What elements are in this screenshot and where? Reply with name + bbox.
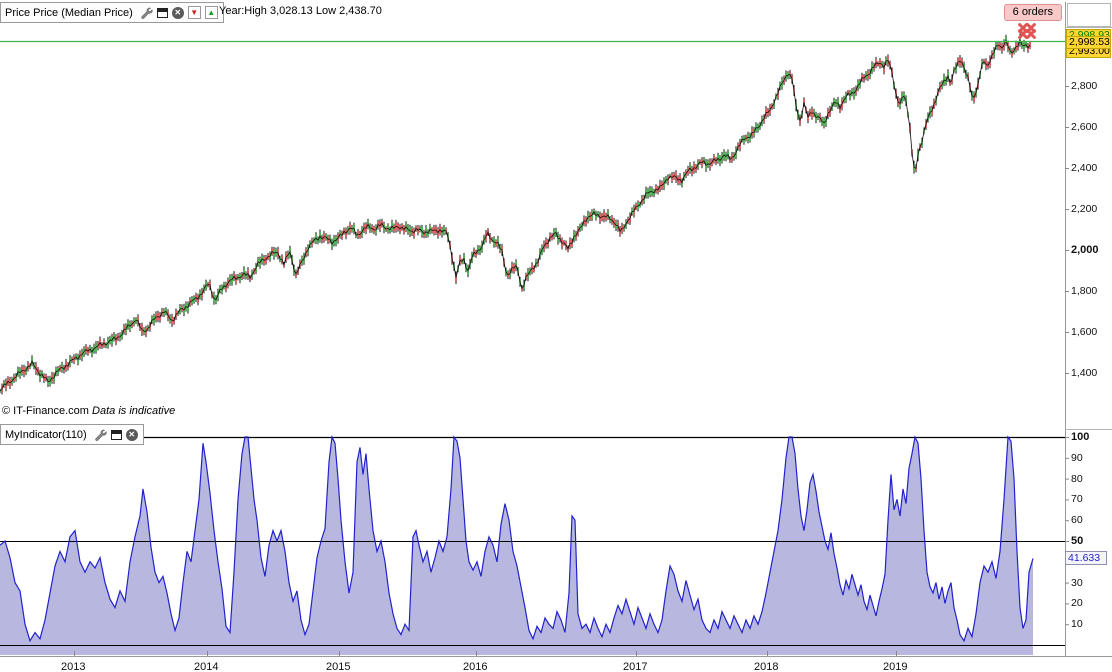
order-marker-icon[interactable] [1018, 23, 1036, 39]
year-label: 2013 [61, 661, 86, 672]
wrench-icon[interactable] [93, 428, 107, 442]
candle-wicks [0, 33, 1031, 395]
year-label: 2014 [194, 661, 219, 672]
price-tag-current: 2,998.53 [1066, 36, 1111, 49]
price-tick-label: 1,600 [1071, 326, 1098, 338]
copyright-text: © IT-Finance.com Data is indicative [2, 405, 175, 417]
indicator-tick-label: 80 [1071, 472, 1083, 485]
year-high-low-summary: Year:High 3,028.13 Low 2,438.70 [219, 5, 382, 17]
indicator-value-tag: 41.633 [1065, 551, 1107, 565]
indicator-line [0, 434, 1034, 643]
close-icon[interactable]: ✕ [125, 428, 138, 441]
price-tick-label: 2,800 [1071, 80, 1098, 92]
green-up-arrow-icon[interactable]: ▲ [204, 6, 218, 19]
close-icon[interactable]: ✕ [171, 6, 184, 19]
indicator-pane-header[interactable]: MyIndicator(110) ✕ [0, 424, 144, 445]
year-label: 2015 [326, 661, 351, 672]
indicator-tick-label: 60 [1071, 514, 1083, 527]
candle-bodies-up [0, 36, 1027, 393]
price-pane-title: Price Price (Median Price) [5, 6, 133, 19]
window-icon[interactable] [156, 7, 168, 18]
copyright-note: Data is indicative [92, 405, 176, 417]
candle-bodies-down [1, 41, 1031, 393]
window-icon[interactable] [110, 429, 122, 440]
year-label: 2019 [883, 661, 908, 672]
price-tick-label: 2,200 [1071, 203, 1098, 215]
indicator-tick-label: 100 [1071, 431, 1090, 443]
price-tick-label: 2,400 [1071, 162, 1098, 174]
indicator-tick-label: 90 [1071, 451, 1083, 464]
copyright-brand: © IT-Finance.com [2, 405, 89, 417]
price-midline [0, 38, 1031, 392]
indicator-tick-label: 50 [1071, 535, 1084, 547]
indicator-tick-label: 70 [1071, 493, 1083, 506]
year-label: 2017 [623, 661, 648, 672]
year-label: 2018 [754, 661, 779, 672]
indicator-tick-label: 30 [1071, 576, 1083, 589]
indicator-tick-label: 10 [1071, 618, 1083, 631]
price-pane-header[interactable]: Price Price (Median Price) ✕ ▼ ▲ [0, 2, 224, 23]
indicator-area-fill [0, 437, 1033, 655]
indicator-tick-label: 20 [1071, 597, 1083, 610]
wrench-icon[interactable] [139, 6, 153, 20]
price-tick-label: 2,600 [1071, 121, 1098, 133]
price-tick-label: 1,800 [1071, 285, 1098, 297]
price-tick-label: 1,400 [1071, 367, 1098, 379]
year-label: 2016 [463, 661, 488, 672]
axis-corner-box [1067, 3, 1111, 27]
red-down-arrow-icon[interactable]: ▼ [187, 6, 201, 19]
orders-badge[interactable]: 6 orders [1003, 4, 1062, 21]
indicator-pane-title: MyIndicator(110) [5, 428, 87, 441]
price-tick-label: 2,000 [1071, 244, 1099, 256]
